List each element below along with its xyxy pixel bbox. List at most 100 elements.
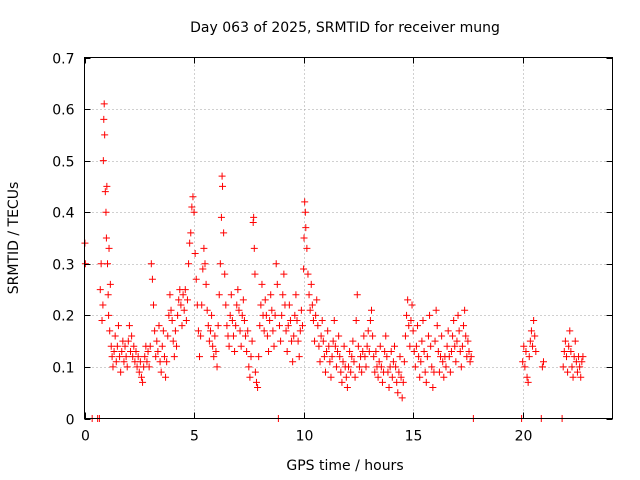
data-point — [222, 301, 230, 309]
data-point — [114, 322, 122, 330]
data-point — [529, 342, 537, 350]
data-point — [388, 373, 396, 381]
data-point — [531, 332, 539, 340]
data-point — [255, 353, 263, 361]
data-point — [112, 358, 120, 366]
data-point — [154, 347, 162, 355]
data-point — [566, 327, 574, 335]
data-point — [226, 311, 234, 319]
data-point — [200, 244, 208, 252]
data-point — [267, 291, 275, 299]
data-point — [232, 322, 240, 330]
data-point — [314, 322, 322, 330]
data-point — [227, 291, 235, 299]
data-point — [567, 347, 575, 355]
data-point — [265, 347, 273, 355]
data-point — [420, 347, 428, 355]
data-point — [465, 347, 473, 355]
data-point — [162, 373, 170, 381]
data-point — [407, 317, 415, 325]
x-tick-label: 0 — [81, 429, 90, 445]
data-point — [164, 332, 172, 340]
data-point — [298, 322, 306, 330]
data-point — [257, 301, 265, 309]
data-point — [439, 358, 447, 366]
data-point — [240, 317, 248, 325]
data-point — [201, 260, 209, 268]
data-point — [451, 342, 459, 350]
data-point — [330, 317, 338, 325]
data-point — [244, 327, 252, 335]
data-point — [372, 347, 380, 355]
data-point — [408, 301, 416, 309]
data-point — [400, 358, 408, 366]
data-point — [261, 296, 269, 304]
data-point — [358, 368, 366, 376]
data-point — [428, 363, 436, 371]
data-point — [216, 260, 224, 268]
data-point — [527, 327, 535, 335]
data-point — [569, 373, 577, 381]
data-point — [233, 301, 241, 309]
data-point — [177, 301, 185, 309]
data-point — [186, 239, 194, 247]
chart-title: Day 063 of 2025, SRMTID for receiver mun… — [190, 20, 500, 36]
data-point — [96, 286, 104, 294]
data-point — [384, 368, 392, 376]
data-point — [562, 353, 570, 361]
data-point — [311, 337, 319, 345]
data-point — [565, 342, 573, 350]
data-point — [404, 296, 412, 304]
data-point — [262, 311, 270, 319]
data-point — [250, 244, 258, 252]
data-point — [391, 342, 399, 350]
data-point — [435, 368, 443, 376]
data-point — [278, 311, 286, 319]
data-point — [457, 363, 465, 371]
data-point — [453, 337, 461, 345]
data-point — [283, 347, 291, 355]
ticks-layer: 0 0.1 0.2 0.3 0.4 0.5 0.6 0.7 0 5 10 15 20 — [52, 52, 613, 445]
data-point — [168, 317, 176, 325]
data-point — [266, 317, 274, 325]
data-point — [102, 234, 110, 242]
data-point — [208, 311, 216, 319]
data-point — [141, 353, 149, 361]
grid-layer — [84, 57, 613, 419]
data-point — [117, 368, 125, 376]
data-point — [206, 327, 214, 335]
data-point — [166, 291, 174, 299]
data-point — [524, 378, 532, 386]
data-point — [269, 327, 277, 335]
data-point — [416, 373, 424, 381]
data-point — [145, 363, 153, 371]
data-point — [415, 353, 423, 361]
data-point — [152, 353, 160, 361]
data-point — [340, 342, 348, 350]
data-point — [571, 337, 579, 345]
data-point — [202, 280, 210, 288]
data-point — [251, 270, 259, 278]
data-point — [108, 353, 116, 361]
data-point — [338, 378, 346, 386]
y-tick-label: 0.1 — [52, 361, 74, 377]
data-point — [196, 353, 204, 361]
y-tick-label: 0 — [66, 413, 75, 429]
data-point — [323, 347, 331, 355]
data-point — [462, 332, 470, 340]
data-point — [577, 373, 585, 381]
data-point — [519, 358, 527, 366]
data-point — [346, 347, 354, 355]
data-point — [160, 353, 168, 361]
data-point — [260, 327, 268, 335]
data-point — [107, 342, 115, 350]
data-point — [396, 353, 404, 361]
data-point — [523, 373, 531, 381]
data-point — [318, 317, 326, 325]
data-point — [376, 342, 384, 350]
data-point — [354, 342, 362, 350]
data-point — [578, 358, 586, 366]
data-point — [303, 244, 311, 252]
data-point — [297, 306, 305, 314]
data-point — [218, 172, 226, 180]
